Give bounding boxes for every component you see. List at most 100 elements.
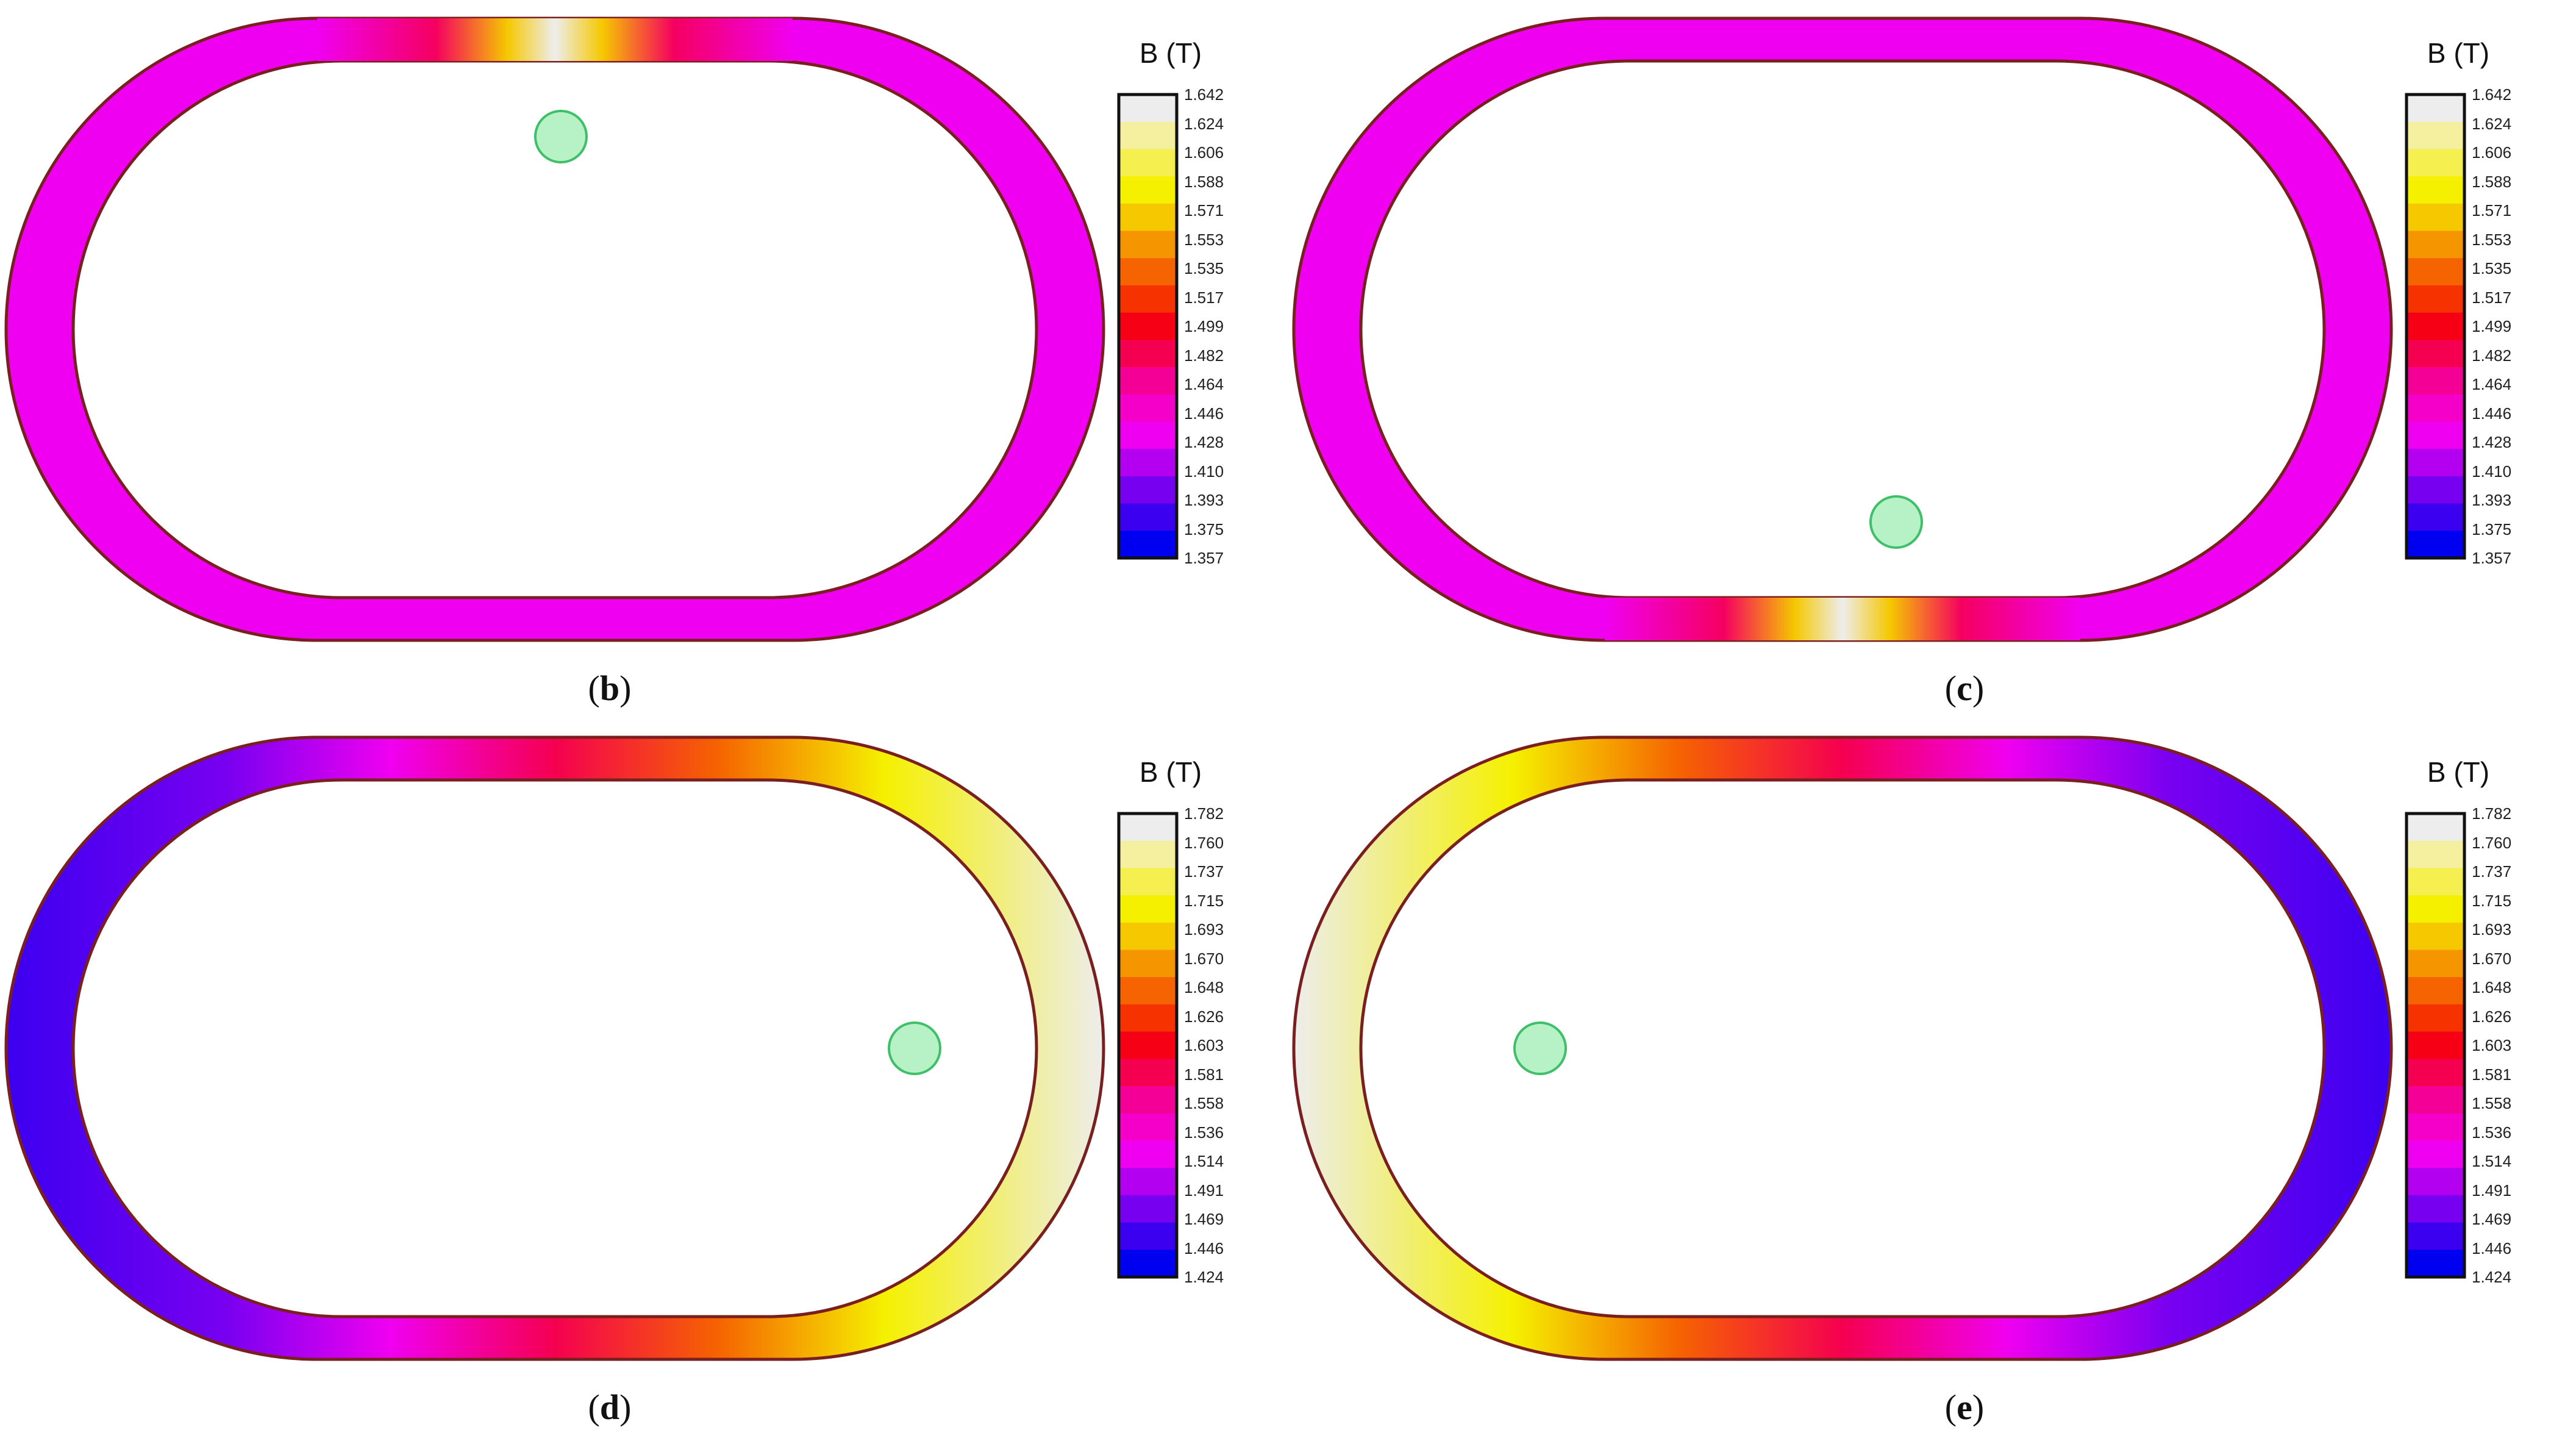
colorbar-segment [1119, 340, 1177, 368]
colorbar-tick-label: 1.482 [1184, 346, 1224, 365]
panel-d: B (T) 1.782 1.760 1.737 1.715 1.693 1.670 1.64… [0, 719, 1288, 1438]
colorbar-segment [1119, 176, 1177, 204]
colorbar-segment [2407, 1086, 2464, 1114]
colorbar-title-d: B (T) [1139, 756, 1202, 788]
probe-marker-e [1513, 1021, 1567, 1075]
colorbar-segment [2407, 1004, 2464, 1032]
colorbar-tick-label: 1.446 [1184, 404, 1224, 423]
colorbar-segment [1119, 840, 1177, 868]
colorbar-tick-label: 1.588 [1184, 172, 1224, 191]
colorbar-segment [2407, 922, 2464, 951]
colorbar-segment [2407, 95, 2464, 123]
caption-d: (d) [588, 1387, 632, 1427]
colorbar-tick-label: 1.624 [1184, 114, 1224, 133]
colorbar-tick-label: 1.693 [1184, 920, 1224, 939]
colorbar-tick-label: 1.624 [2472, 114, 2512, 133]
colorbar-tick-label: 1.558 [2472, 1094, 2512, 1112]
colorbar-segment [2407, 340, 2464, 368]
colorbar-tick-label: 1.446 [2472, 404, 2512, 423]
colorbar-segment [1119, 312, 1177, 340]
probe-marker-d [888, 1021, 941, 1075]
ring-band-d [4, 735, 1105, 1361]
colorbar-segment [1119, 1113, 1177, 1141]
colorbar-title-e: B (T) [2427, 756, 2490, 788]
colorbar-tick-label: 1.536 [1184, 1123, 1224, 1142]
colorbar-tick-label: 1.760 [1184, 833, 1224, 852]
colorbar-segment [2407, 1250, 2464, 1278]
ring-hot-zone-b [317, 18, 793, 61]
colorbar-segment [2407, 1195, 2464, 1223]
colorbar-segment [2407, 203, 2464, 232]
colorbar-scale-e [2405, 812, 2466, 1279]
colorbar-segment [2407, 149, 2464, 177]
colorbar-tick-label: 1.357 [1184, 549, 1224, 567]
colorbar-tick-label: 1.606 [2472, 143, 2512, 162]
colorbar-segment [1119, 1004, 1177, 1032]
colorbar-tick-label: 1.517 [1184, 288, 1224, 307]
colorbar-segment [2407, 1168, 2464, 1196]
colorbar-tick-label: 1.670 [2472, 949, 2512, 968]
colorbar-segment [1119, 476, 1177, 504]
colorbar-tick-label: 1.648 [1184, 978, 1224, 996]
colorbar-segment [2407, 1031, 2464, 1059]
colorbar-segment [2407, 394, 2464, 422]
colorbar-segment [1119, 121, 1177, 149]
colorbar-segment [1119, 977, 1177, 1005]
colorbar-tick-label: 1.375 [1184, 520, 1224, 538]
ring-band-c [1292, 16, 2393, 642]
colorbar-tick-label: 1.606 [1184, 143, 1224, 162]
colorbar-tick-label: 1.357 [2472, 549, 2512, 567]
caption-c: (c) [1944, 668, 1985, 708]
colorbar-segment [1119, 1031, 1177, 1059]
colorbar-b: B (T) 1.642 1.624 1.606 1.588 1.571 1.553 1.53… [1116, 37, 1372, 585]
colorbar-segment [2407, 258, 2464, 286]
colorbar-tick-label: 1.693 [2472, 920, 2512, 939]
colorbar-tick-label: 1.581 [2472, 1065, 2512, 1084]
colorbar-segment [1119, 531, 1177, 559]
colorbar-segment [2407, 1140, 2464, 1168]
colorbar-tick-label: 1.715 [2472, 891, 2512, 910]
colorbar-tick-label: 1.499 [2472, 317, 2512, 335]
colorbar-tick-label: 1.535 [1184, 259, 1224, 277]
colorbar-segment [2407, 285, 2464, 313]
colorbar-tick-label: 1.536 [2472, 1123, 2512, 1142]
colorbar-tick-label: 1.428 [2472, 433, 2512, 451]
colorbar-segment [2407, 121, 2464, 149]
colorbar-segment [2407, 449, 2464, 477]
colorbar-border [2405, 93, 2466, 560]
ring-core-e [1292, 735, 2393, 1361]
colorbar-segment [2407, 421, 2464, 449]
colorbar-tick-label: 1.782 [1184, 804, 1224, 823]
colorbar-segment [1119, 1140, 1177, 1168]
colorbar-segment [1119, 149, 1177, 177]
colorbar-segment [2407, 1059, 2464, 1087]
colorbar-tick-label: 1.626 [2472, 1007, 2512, 1026]
probe-marker-c [1869, 495, 1923, 549]
colorbar-segment [1119, 203, 1177, 232]
colorbar-tick-label: 1.393 [2472, 491, 2512, 509]
probe-marker-b [534, 110, 588, 163]
colorbar-tick-label: 1.535 [2472, 259, 2512, 277]
colorbar-title-c: B (T) [2427, 37, 2490, 69]
ring-band-b [4, 16, 1105, 642]
colorbar-tick-label: 1.482 [2472, 346, 2512, 365]
colorbar-tick-label: 1.571 [1184, 201, 1224, 220]
colorbar-tick-label: 1.424 [1184, 1268, 1224, 1286]
panel-e: B (T) 1.782 1.760 1.737 1.715 1.693 1.670 1.64… [1288, 719, 2575, 1438]
colorbar-segment [1119, 503, 1177, 531]
colorbar-segment [1119, 1195, 1177, 1223]
colorbar-segment [1119, 1086, 1177, 1114]
ring-core-b [4, 16, 1105, 642]
colorbar-tick-label: 1.446 [2472, 1239, 2512, 1257]
colorbar-tick-label: 1.424 [2472, 1268, 2512, 1286]
panel-b: B (T) 1.642 1.624 1.606 1.588 1.571 1.553 1.53… [0, 0, 1288, 719]
colorbar-segment [1119, 285, 1177, 313]
caption-b: (b) [588, 668, 632, 708]
colorbar-tick-label: 1.428 [1184, 433, 1224, 451]
colorbar-tick-label: 1.410 [1184, 462, 1224, 481]
colorbar-tick-label: 1.469 [1184, 1210, 1224, 1228]
colorbar-tick-label: 1.464 [2472, 375, 2512, 393]
colorbar-tick-label: 1.737 [1184, 862, 1224, 881]
colorbar-tick-label: 1.375 [2472, 520, 2512, 538]
colorbar-scale-c [2405, 93, 2466, 560]
